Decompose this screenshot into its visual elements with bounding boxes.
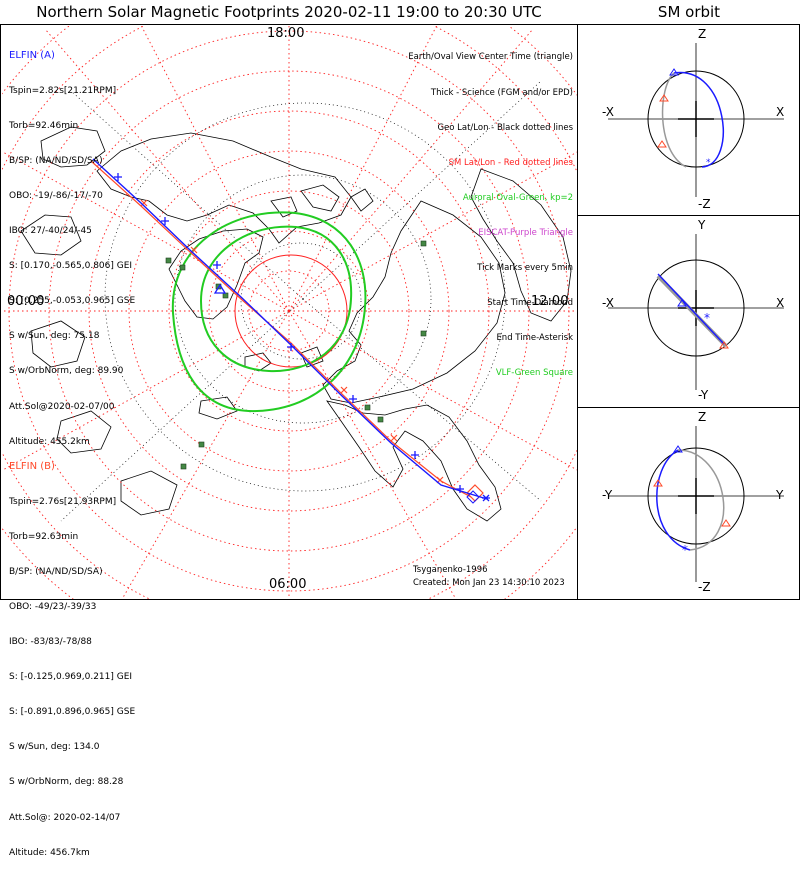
axis-label-right: X	[776, 105, 785, 119]
elfin-b-info: ELFIN (B) Tspin=2.76s[21.93RPM] Torb=92.…	[9, 438, 135, 883]
legend-entry: Tick Marks every 5min	[477, 263, 573, 274]
sm-orbit-panel-xy: * Y -Y -X X	[577, 215, 800, 408]
elfin-a-line: S w/Sun, deg: 75.18	[9, 331, 100, 342]
elfin-b-line: Tspin=2.76s[21.93RPM]	[9, 496, 117, 507]
auroral-oval-inner	[199, 225, 353, 373]
orbit-plot-xy: *	[608, 234, 784, 390]
elfin-b-line: Torb=92.63min	[9, 531, 79, 542]
mlt-label-top: 18:00	[267, 26, 305, 41]
sm-polar-cap-circle	[234, 254, 348, 368]
elfin-b-header: ELFIN (B)	[9, 461, 55, 473]
elfin-b-line: S w/Sun, deg: 134.0	[9, 742, 100, 753]
orbit-plot-xz: *	[608, 43, 784, 197]
axis-label-left: -X	[602, 296, 614, 310]
elfin-b-line: S: [-0.125,0.969,0.211] GEI	[9, 672, 133, 683]
elfin-b-line: S w/OrbNorm, deg: 88.28	[9, 777, 124, 788]
footprint-map	[2, 26, 577, 599]
legend-entry: SM Lat/Lon - Red dotted lines	[448, 157, 573, 168]
elfin-a-line: S: [0.255,-0.053,0.965] GSE	[9, 296, 136, 307]
axis-label-right: Y	[776, 488, 784, 502]
legend-entry: Thick - Science (FGM and/or EPD)	[430, 87, 573, 98]
elfin-b-line: IBO: -83/83/-78/88	[9, 636, 92, 647]
map-legend: Earth/Oval View Center Time (triangle) T…	[408, 29, 573, 404]
eurasia-coastline	[322, 200, 506, 404]
legend-entry: Auroral Oval-Green, kp=2	[462, 192, 573, 203]
elfin-b-line: B/SP: (NA/ND/SD/SA)	[9, 566, 103, 577]
axis-label-bottom: -Z	[698, 580, 711, 594]
sm-orbit-panel-yz: * Z -Z -Y Y	[577, 407, 800, 600]
coastlines	[20, 126, 572, 522]
elfin-a-line: S w/OrbNorm, deg: 89.90	[9, 366, 124, 377]
svg-text:*: *	[706, 158, 711, 168]
svg-text:*: *	[682, 543, 688, 557]
legend-entry: EISCAT-Purple Triangle	[478, 227, 573, 238]
axis-label-top: Y	[698, 218, 706, 232]
elfin-a-line: OBO: -19/-86/-17/-70	[9, 190, 103, 201]
axis-label-right: X	[776, 296, 785, 310]
elfin-a-line: IBO: 27/-40/24/-45	[9, 225, 92, 236]
sm-orbit-title: SM orbit	[657, 3, 721, 21]
axis-label-left: -Y	[602, 488, 613, 502]
elfin-a-line: Altitude: 455.2km	[9, 436, 90, 447]
auroral-oval	[171, 211, 367, 413]
svg-text:*: *	[704, 311, 710, 325]
elfin-a-line: B/SP: (NA/ND/SD/SA)	[9, 155, 103, 166]
mlt-label-bottom: 06:00	[269, 577, 307, 592]
elfin-a-line: Torb=92.46min	[9, 120, 79, 131]
elfin-a-info: ELFIN (A) Tspin=2.82s[21.21RPM] Torb=92.…	[9, 27, 135, 472]
created-timestamp: Created: Mon Jan 23 14:30:10 2023	[413, 578, 565, 588]
orbit-plot-yz: *	[608, 426, 784, 582]
legend-entry: VLF-Green Square	[495, 368, 573, 379]
elfin-a-line: S: [0.170,-0.565,0.806] GEI	[9, 261, 133, 272]
elfin-b-line: Altitude: 456.7km	[9, 847, 90, 858]
elfin-a-track	[92, 158, 490, 504]
elfin-a-line: Att.Sol@2020-02-07/00	[9, 401, 115, 412]
mlt-label-right: 12:00	[531, 294, 569, 309]
axis-label-bottom: -Y	[698, 388, 709, 402]
model-credit: Tsyganenko-1996	[413, 565, 488, 575]
elfin-b-line: OBO: -49/23/-39/33	[9, 601, 97, 612]
elfin-a-header: ELFIN (A)	[9, 50, 55, 62]
legend-entry: End Time-Asterisk	[496, 333, 573, 344]
europe-coastline	[326, 400, 502, 522]
legend-entry: Earth/Oval View Center Time (triangle)	[408, 52, 573, 63]
legend-entry: Geo Lat/Lon - Black dotted lines	[437, 122, 573, 133]
axis-label-top: Z	[698, 410, 707, 424]
footprint-map-panel: 18:00 00:00 12:00 06:00 ELFIN (A) Tspin=…	[0, 24, 578, 858]
elfin-b-line: S: [-0.891,0.896,0.965] GSE	[9, 707, 136, 718]
axis-label-left: -X	[602, 105, 614, 119]
legend-entry: Start Time-Diamond	[487, 298, 573, 309]
plot-title: Northern Solar Magnetic Footprints 2020-…	[36, 3, 542, 21]
axis-label-bottom: -Z	[698, 197, 711, 211]
axis-label-top: Z	[698, 27, 707, 41]
elfin-a-line: Tspin=2.82s[21.21RPM]	[9, 85, 117, 96]
mlt-label-left: 00:00	[7, 294, 45, 309]
elfin-b-line: Att.Sol@: 2020-02-14/07	[9, 812, 121, 823]
sm-grid	[2, 26, 577, 599]
sm-orbit-panel-xz: * Z -Z -X X	[577, 24, 800, 216]
auroral-oval-outer	[171, 211, 367, 413]
